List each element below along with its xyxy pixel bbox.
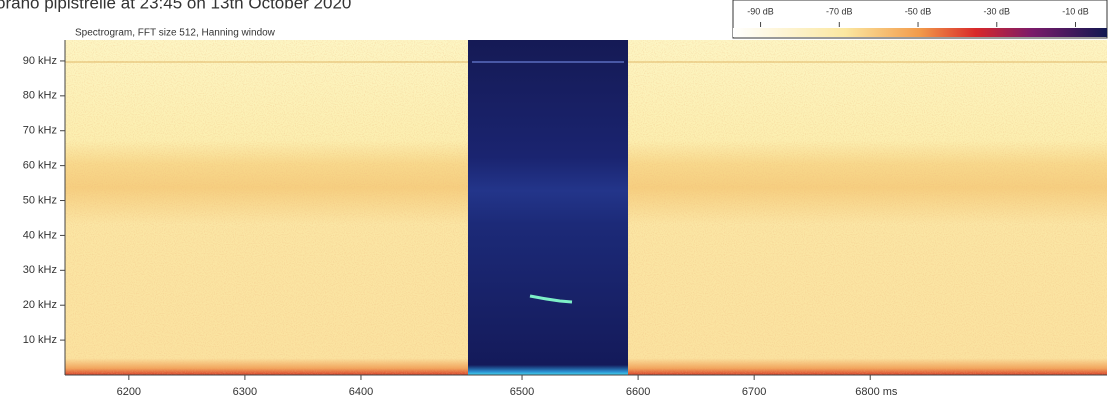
x-tick-label: 6300 <box>233 386 257 398</box>
x-tick-label: 6800 ms <box>855 386 898 398</box>
x-tick-label: 6400 <box>349 386 373 398</box>
colorbar <box>733 28 1107 37</box>
call-streak <box>529 294 573 304</box>
colorbar-label: -10 dB <box>1062 6 1089 16</box>
subtitle: Spectrogram, FFT size 512, Hanning windo… <box>75 28 276 39</box>
y-tick-label: 50 kHz <box>23 194 57 206</box>
y-tick-label: 60 kHz <box>23 160 57 172</box>
y-tick-label: 80 kHz <box>23 90 57 102</box>
noise <box>65 40 468 375</box>
y-tick-label: 40 kHz <box>23 229 57 241</box>
y-tick-label: 10 kHz <box>23 334 57 346</box>
y-tick-label: 70 kHz <box>23 125 57 137</box>
y-tick-label: 30 kHz <box>23 264 57 276</box>
colorbar-label: -90 dB <box>747 6 774 16</box>
x-tick-label: 6600 <box>626 386 650 398</box>
x-tick-label: 6200 <box>117 386 141 398</box>
noise <box>628 40 1107 375</box>
colorbar-label: -50 dB <box>905 6 932 16</box>
colorbar-label: -30 dB <box>984 6 1011 16</box>
y-tick-label: 90 kHz <box>23 55 57 67</box>
spectrogram-call <box>468 40 628 375</box>
x-tick-label: 6700 <box>742 386 766 398</box>
colorbar-label: -70 dB <box>826 6 853 16</box>
title: orano pipistrelle at 23:45 on 13th Octob… <box>0 0 351 12</box>
x-tick-label: 6500 <box>510 386 534 398</box>
y-tick-label: 20 kHz <box>23 299 57 311</box>
